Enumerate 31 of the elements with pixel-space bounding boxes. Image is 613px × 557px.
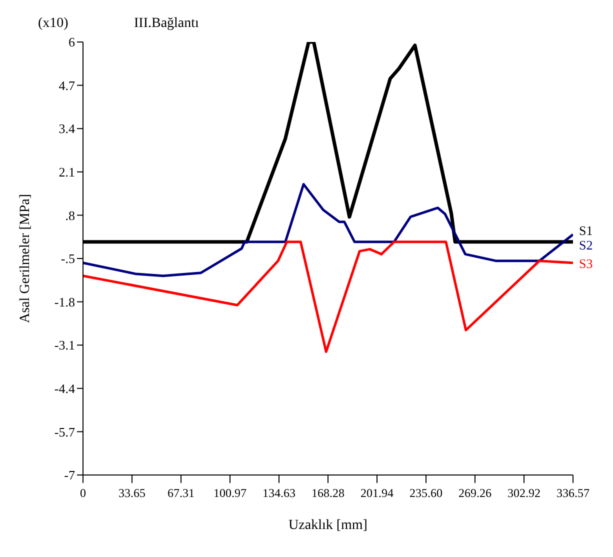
y-tick-label: -5.7 [54,424,76,440]
y-tick-label: 2.1 [58,164,75,180]
x-tick-label: 33.65 [118,486,146,500]
x-tick-label: 168.28 [311,486,344,500]
y-tick-label: 4.7 [58,78,76,93]
chart-title: III.Bağlantı [134,16,199,32]
series-label: S1 [579,222,593,238]
y-tick-label: 6 [68,34,76,50]
line-series [83,240,573,354]
y-axis-title: Asal Gerilmeler [MPa] [18,194,33,324]
x-tick-label: 100.97 [214,486,246,500]
line-series [83,182,573,278]
y-tick-label: -4.4 [54,381,76,396]
x-tick-label: 67.31 [167,486,194,500]
series-label: S2 [579,238,593,253]
x-tick-label: 269.26 [458,486,492,500]
y-tick-label: -.5 [60,251,75,266]
x-tick-label: 302.92 [508,486,541,500]
x-tick-label: 134.63 [262,486,296,500]
text: (x10) [38,16,68,32]
x-tick-label: 201.94 [360,486,394,500]
x-tick-label: 0 [80,486,86,500]
x-axis-title: Uzaklık [mm] [288,518,368,533]
y-tick-label: .8 [65,208,75,223]
y-tick-label: -7 [64,468,76,483]
x-tick-label: 336.57 [556,486,590,500]
y-tick-label: -1.8 [54,294,75,310]
series-label: S3 [579,256,593,271]
x-tick-label: 235.60 [410,486,442,500]
y-tick-label: 3.4 [58,121,76,136]
y-tick-label: -3.1 [54,338,75,353]
